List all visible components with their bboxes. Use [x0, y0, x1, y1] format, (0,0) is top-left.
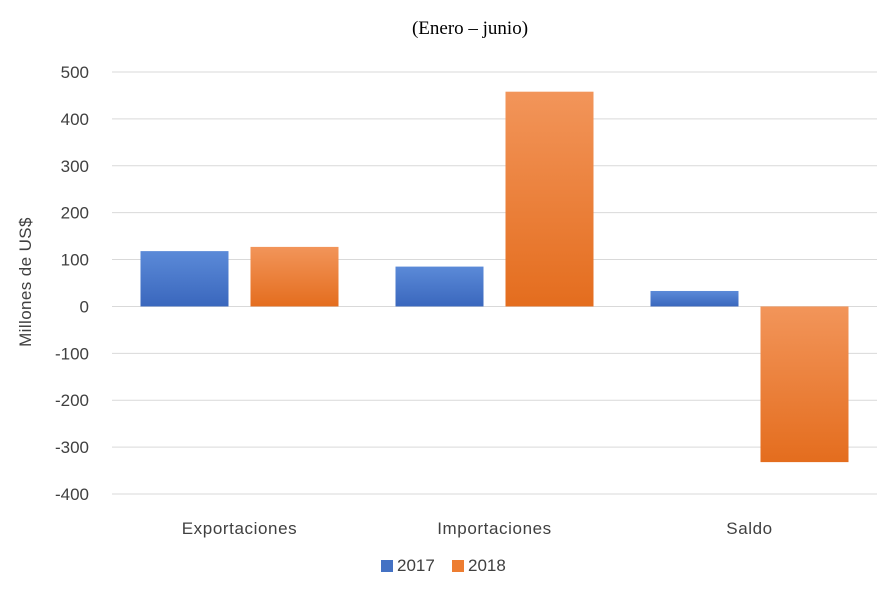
y-axis-ticks: 500 400 300 200 100 0 -100 -200 -300 -400 [55, 63, 89, 504]
y-tick-label: -200 [55, 391, 89, 410]
bar-2018-exportaciones [250, 246, 339, 307]
bar-2017-exportaciones [140, 251, 229, 307]
bars [140, 91, 849, 463]
legend-label: 2018 [468, 556, 506, 575]
x-category-label: Exportaciones [182, 519, 298, 538]
y-tick-label: 100 [61, 251, 89, 270]
bar-2017-saldo [650, 290, 739, 307]
y-tick-label: -400 [55, 485, 89, 504]
legend-swatch-2018 [452, 560, 464, 572]
y-tick-label: 300 [61, 157, 89, 176]
x-category-label: Importaciones [437, 519, 552, 538]
y-tick-label: -300 [55, 438, 89, 457]
chart-title: (Enero – junio) [412, 18, 528, 39]
y-tick-label: 0 [80, 297, 89, 316]
y-axis-label: Millones de US$ [16, 217, 35, 347]
legend-swatch-2017 [381, 560, 393, 572]
y-tick-label: -100 [55, 344, 89, 363]
y-tick-label: 400 [61, 110, 89, 129]
bar-2018-importaciones [505, 91, 594, 307]
y-tick-label: 200 [61, 204, 89, 223]
bar-2017-importaciones [395, 266, 484, 307]
legend: 2017 2018 [381, 556, 506, 575]
x-axis-categories: Exportaciones Importaciones Saldo [182, 519, 772, 538]
bar-2018-saldo [760, 306, 849, 463]
y-tick-label: 500 [61, 63, 89, 82]
gridlines [112, 71, 877, 495]
x-category-label: Saldo [726, 519, 772, 538]
legend-label: 2017 [397, 556, 435, 575]
